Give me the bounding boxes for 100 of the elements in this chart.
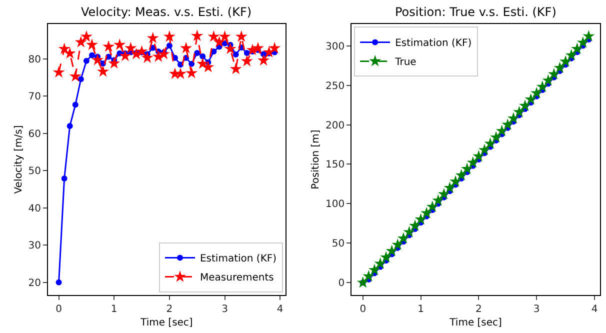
x-axis-title: Time [sec] [140,318,193,328]
point [560,55,572,67]
point [102,40,115,52]
y-axis-title: Position [m] [310,130,322,190]
point [52,66,65,78]
point [513,106,526,118]
point [119,50,132,62]
x-tick-label: 0 [56,304,62,315]
point [78,76,84,82]
legend-label: Estimation (KF) [395,38,472,50]
point [403,226,416,238]
point [268,42,281,54]
y-tick-label: 30 [28,240,41,252]
point [208,30,220,42]
point [166,42,172,49]
point [362,270,375,282]
y-tick-label: 100 [326,199,345,210]
x-tick-label: 4 [591,304,598,315]
point [200,53,206,60]
point [252,42,264,54]
x-tick-label: 2 [166,304,173,315]
point [397,232,410,244]
point [258,54,270,66]
chart-title: Velocity: Meas. v.s. Esti. (KF) [81,5,252,19]
point [141,52,154,63]
point [218,30,231,42]
point [507,112,520,124]
point [450,175,462,187]
point [86,38,98,50]
point [571,42,584,54]
legend-label: Estimation (KF) [200,254,277,265]
point [213,36,226,48]
point [114,38,126,50]
point [88,52,95,58]
point [368,264,380,276]
legend-label: True [394,57,416,68]
point [455,168,468,180]
y-tick-label: 50 [332,238,345,250]
point [124,42,137,54]
point [438,188,450,200]
point [490,131,502,142]
y-tick-label: 80 [28,54,41,66]
legend-label: Measurements [200,272,274,284]
x-tick-label: 3 [533,304,540,315]
point [466,156,479,168]
y-tick-label: 40 [28,203,41,214]
point [420,206,433,218]
point [83,58,90,64]
point [180,42,192,54]
point [194,50,200,56]
point [524,93,537,105]
point [174,68,186,79]
point [66,123,73,129]
point [426,200,438,212]
x-axis-title: Time [sec] [448,318,502,328]
point [542,74,554,86]
point [409,220,421,231]
x-tick-label: 2 [476,304,482,315]
point [224,42,236,54]
point [61,175,68,182]
x-tick-label: 1 [110,304,118,315]
point [519,100,532,111]
point [554,62,566,73]
point [244,50,250,56]
y-tick-label: 150 [326,160,345,171]
y-axis-title: Velocity [m/s] [13,125,24,194]
point [392,238,404,250]
point [163,30,176,42]
point [58,42,70,54]
point [496,124,508,136]
point [374,257,386,269]
y-tick-label: 250 [326,80,345,92]
point [356,276,369,288]
point [414,213,427,225]
point [240,54,253,66]
point [444,182,456,194]
point [576,36,589,48]
y-tick-label: 200 [326,120,345,132]
point [108,57,120,69]
y-tick-label: 0 [338,278,345,290]
point [484,137,496,149]
y-tick-label: 300 [326,41,345,52]
x-tick-label: 0 [360,304,366,315]
point [74,36,87,48]
point [380,251,392,263]
point [530,86,543,98]
point [502,118,514,130]
point [548,68,560,80]
point [472,150,485,162]
point [92,54,104,66]
point [235,30,248,42]
point [188,60,195,67]
point [232,52,239,58]
point [461,162,474,174]
point [69,70,82,82]
point [158,48,170,60]
x-tick-label: 4 [276,304,284,315]
point [191,30,204,42]
point [230,62,242,74]
point [263,46,276,58]
